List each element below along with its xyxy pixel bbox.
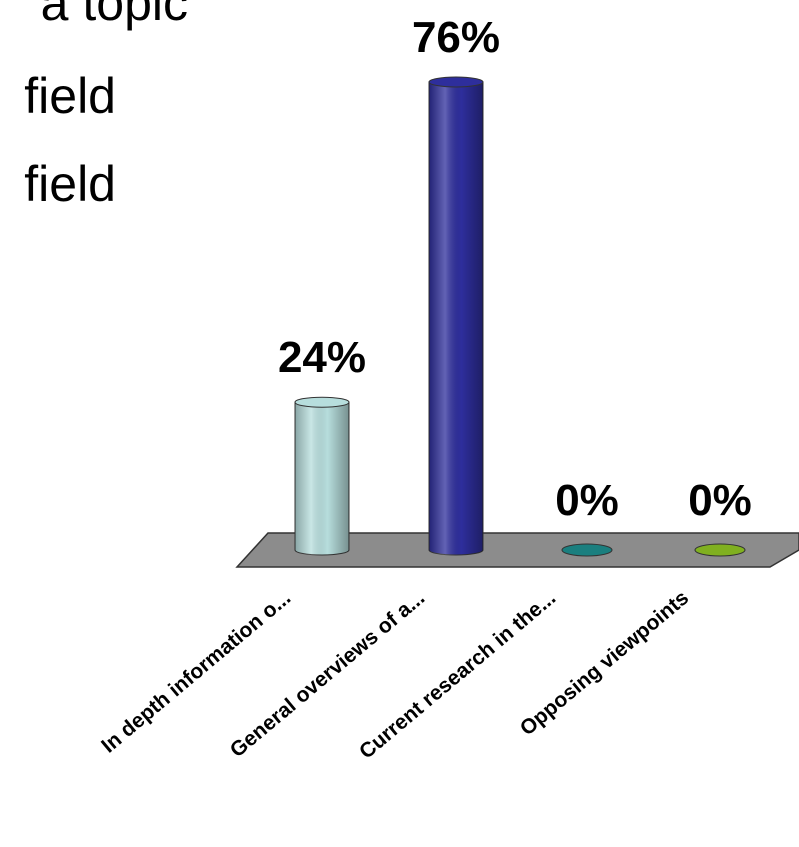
bar-1: [294, 396, 350, 556]
bar-shading-1: [295, 402, 349, 555]
chart-floor: [235, 532, 799, 568]
data-labels-layer: 24% 76% 0% 0%: [278, 13, 752, 525]
slide-text-line-3: field: [24, 156, 116, 212]
data-label-2: 76%: [412, 13, 500, 62]
bar-2: [428, 76, 484, 556]
data-label-3: 0%: [555, 476, 619, 525]
data-label-1: 24%: [278, 333, 366, 382]
bar-shading-2: [429, 82, 483, 555]
slide-text-line-2: field: [24, 68, 116, 124]
slide-body-text: a topic field field: [0, 0, 260, 240]
bar-4: [694, 543, 746, 557]
category-labels-layer: In depth information o...General overvie…: [97, 586, 693, 763]
bar-3: [561, 543, 613, 557]
bar-top-2: [428, 76, 484, 88]
bars-layer: [294, 76, 746, 557]
data-label-4: 0%: [688, 476, 752, 525]
slide-text-line-1: a topic: [40, 0, 188, 31]
bar-top-1: [294, 396, 350, 408]
